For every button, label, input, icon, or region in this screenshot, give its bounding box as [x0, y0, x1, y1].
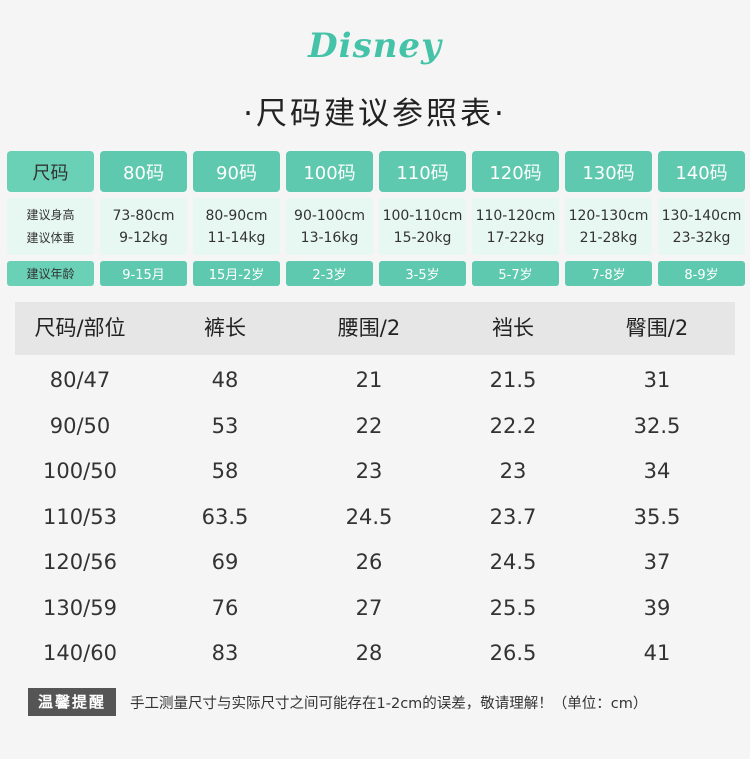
height-value: 90-100cm	[294, 207, 365, 224]
weight-value: 9-12kg	[119, 229, 168, 246]
column-header: 裆长	[492, 316, 534, 340]
size-header: 80码	[100, 151, 187, 192]
reminder-badge: 温馨提醒	[28, 688, 117, 716]
age-value: 9-15月	[100, 261, 187, 286]
column-header: 腰围/2	[337, 316, 401, 340]
size-spec: 73-80cm 9-12kg	[100, 198, 187, 255]
weight-value: 21-28kg	[579, 229, 638, 246]
table-cell: 48	[211, 368, 239, 392]
size-spec: 90-100cm 13-16kg	[286, 198, 373, 255]
height-value: 120-130cm	[568, 207, 649, 224]
table-cell: 120/56	[43, 550, 117, 574]
weight-value: 15-20kg	[393, 229, 452, 246]
table-cell: 130/59	[43, 595, 117, 620]
height-value: 73-80cm	[112, 207, 175, 224]
size-spec: 80-90cm 11-14kg	[193, 198, 280, 255]
table-row: 100/50 58 23 23 34	[15, 448, 735, 494]
table-cell: 110/53	[43, 504, 117, 529]
age-label: 建议年龄	[7, 261, 94, 286]
table-header: 尺码/部位 裤长 腰围/2 裆长 臀围/2	[15, 302, 735, 355]
size-header: 90码	[193, 151, 280, 192]
height-value: 100-110cm	[382, 207, 463, 224]
table-cell: 28	[355, 641, 383, 665]
weight-value: 11-14kg	[207, 229, 266, 246]
table-cell: 41	[643, 641, 671, 665]
table-row: 140/60 83 28 26.5 41	[15, 630, 735, 676]
size-spec: 110-120cm 17-22kg	[472, 198, 559, 255]
table-row: 130/59 76 27 25.5 39	[15, 585, 735, 631]
table-cell: 21.5	[489, 368, 537, 392]
weight-value: 23-32kg	[672, 229, 731, 246]
table-cell: 24.5	[345, 504, 393, 529]
size-header: 130码	[565, 151, 652, 192]
table-cell: 32.5	[633, 413, 681, 438]
age-value: 7-8岁	[565, 261, 652, 286]
table-cell: 34	[643, 459, 671, 483]
table-row: 110/53 63.5 24.5 23.7 35.5	[15, 494, 735, 540]
size-spec: 100-110cm 15-20kg	[379, 198, 466, 255]
table-row: 80/47 48 21 21.5 31	[15, 357, 735, 403]
table-row: 120/56 69 26 24.5 37	[15, 539, 735, 585]
table-cell: 53	[211, 413, 239, 438]
reminder-text: 手工测量尺寸与实际尺寸之间可能存在1-2cm的误差，敬请理解！（单位：cm）	[130, 695, 648, 712]
height-label: 建议身高	[26, 207, 75, 222]
page-title: ·尺码建议参照表·	[243, 96, 507, 132]
height-value: 110-120cm	[475, 207, 556, 224]
height-weight-label: 建议身高 建议体重	[7, 198, 94, 255]
table-cell: 35.5	[633, 504, 681, 529]
size-header: 120码	[472, 151, 559, 192]
table-cell: 22.2	[489, 413, 537, 438]
size-spec: 130-140cm 23-32kg	[658, 198, 745, 255]
table-cell: 37	[643, 550, 671, 574]
table-cell: 80/47	[49, 368, 111, 392]
table-cell: 21	[355, 368, 383, 392]
age-value: 5-7岁	[472, 261, 559, 286]
table-cell: 140/60	[43, 641, 117, 665]
table-cell: 23	[499, 459, 527, 483]
table-cell: 69	[211, 550, 239, 574]
column-header: 臀围/2	[625, 316, 689, 340]
reminder-note: 温馨提醒 手工测量尺寸与实际尺寸之间可能存在1-2cm的误差，敬请理解！（单位：…	[28, 687, 728, 717]
table-cell: 24.5	[489, 550, 537, 574]
table-cell: 90/50	[49, 413, 111, 438]
table-cell: 39	[643, 595, 671, 620]
age-value: 15月-2岁	[193, 261, 280, 286]
age-value: 2-3岁	[286, 261, 373, 286]
age-value: 8-9岁	[658, 261, 745, 286]
table-cell: 22	[355, 413, 383, 438]
table-cell: 63.5	[201, 504, 249, 529]
table-cell: 26.5	[489, 641, 537, 665]
weight-value: 17-22kg	[486, 229, 545, 246]
column-header: 尺码/部位	[34, 316, 126, 340]
size-header: 140码	[658, 151, 745, 192]
height-value: 80-90cm	[205, 207, 268, 224]
table-cell: 23	[355, 459, 383, 483]
size-spec: 120-130cm 21-28kg	[565, 198, 652, 255]
table-cell: 27	[355, 595, 383, 620]
height-value: 130-140cm	[661, 207, 742, 224]
table-cell: 58	[211, 459, 239, 483]
table-row: 90/50 53 22 22.2 32.5	[15, 403, 735, 449]
disney-logo: Disney	[308, 26, 442, 66]
table-cell: 23.7	[489, 504, 537, 529]
size-header: 100码	[286, 151, 373, 192]
table-cell: 83	[211, 641, 239, 665]
table-cell: 76	[211, 595, 239, 620]
table-cell: 31	[643, 368, 671, 392]
size-header: 110码	[379, 151, 466, 192]
table-cell: 26	[355, 550, 383, 574]
weight-value: 13-16kg	[300, 229, 359, 246]
size-header-label: 尺码	[7, 151, 94, 192]
table-cell: 100/50	[43, 459, 117, 483]
column-header: 裤长	[204, 316, 246, 340]
age-value: 3-5岁	[379, 261, 466, 286]
weight-label: 建议体重	[26, 230, 75, 245]
table-cell: 25.5	[489, 595, 537, 620]
